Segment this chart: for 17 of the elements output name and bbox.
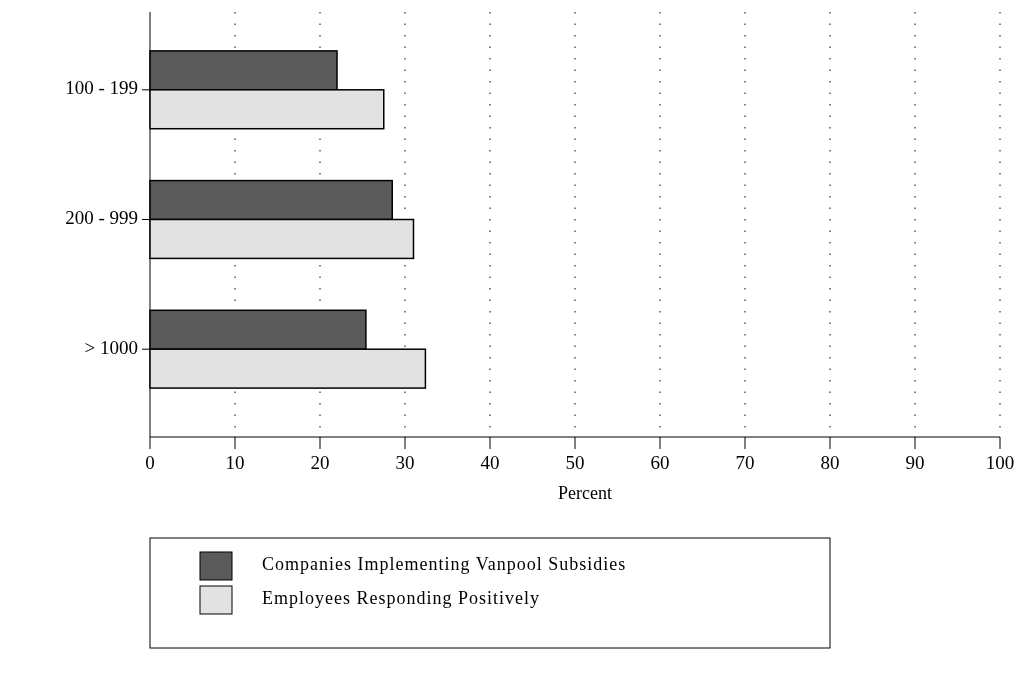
x-tick-label: 100	[985, 452, 1015, 473]
x-tick-label: 70	[735, 452, 755, 473]
y-tick-label: 200 - 999	[65, 206, 138, 228]
x-tick-label: 30	[395, 452, 415, 473]
x-axis-title: Percent	[558, 483, 612, 503]
x-tick-label: 50	[565, 452, 585, 473]
x-tick-label: 60	[650, 452, 670, 473]
x-tick-label: 0	[145, 452, 155, 473]
y-tick-label: 100 - 199	[65, 77, 138, 99]
x-tick-label: 80	[820, 452, 840, 473]
legend-label: Companies Implementing Vanpool Subsidies	[262, 554, 627, 575]
x-tick-label: 20	[310, 452, 330, 473]
legend-label: Employees Responding Positively	[262, 588, 540, 609]
x-tick-label: 10	[225, 452, 245, 473]
x-tick-label: 90	[905, 452, 925, 473]
y-tick-label: > 1000	[84, 336, 138, 358]
x-tick-label: 40	[480, 452, 500, 473]
